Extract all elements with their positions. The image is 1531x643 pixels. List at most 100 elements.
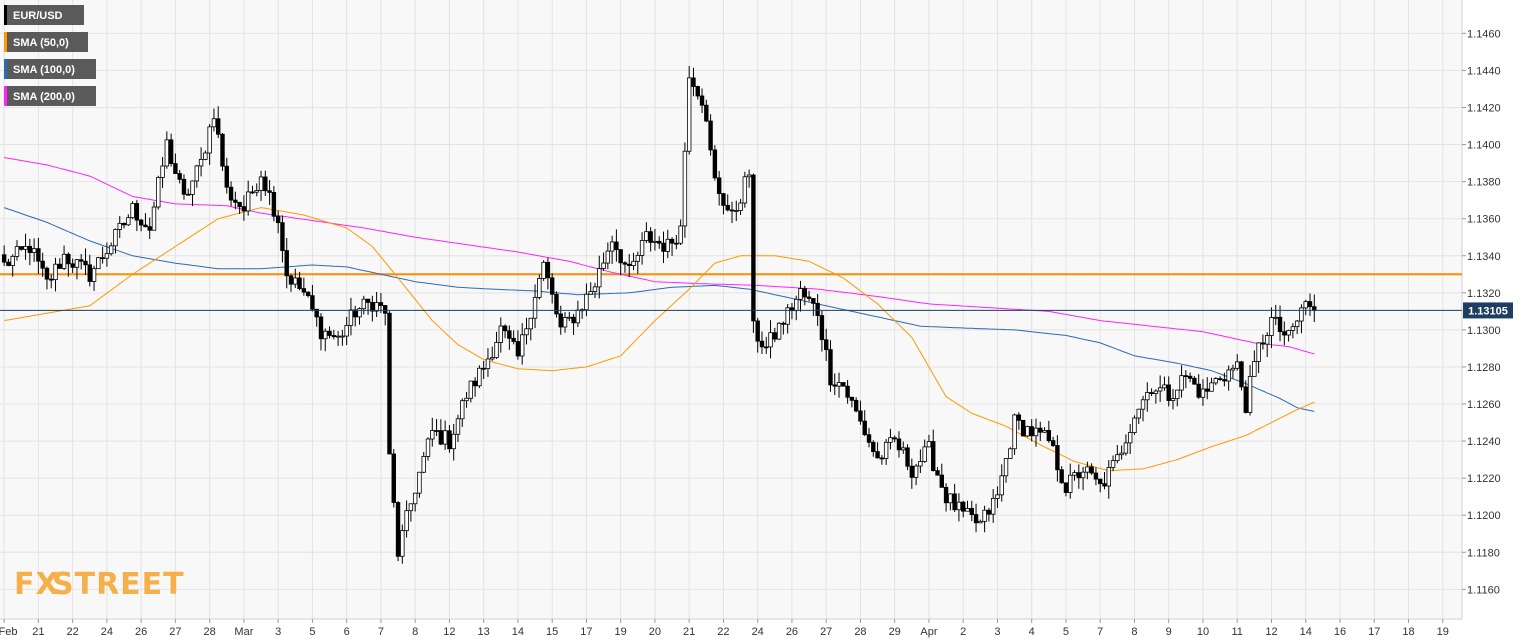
y-tick-label: 1.1420 bbox=[1467, 102, 1501, 114]
candle bbox=[755, 317, 760, 353]
candle-body-down bbox=[823, 339, 829, 351]
candle-body-up bbox=[340, 335, 345, 338]
candle-body-up bbox=[1170, 398, 1176, 401]
candle-body-up bbox=[990, 497, 996, 515]
candle bbox=[1247, 364, 1253, 416]
y-tick-label: 1.1340 bbox=[1467, 251, 1501, 263]
last-price-label: 1.13105 bbox=[1468, 305, 1508, 317]
candle-body-down bbox=[121, 223, 127, 226]
x-tick-label: 21 bbox=[32, 626, 44, 638]
candle bbox=[408, 503, 414, 522]
candle-body-down bbox=[177, 173, 182, 180]
candle-body-down bbox=[1059, 469, 1064, 484]
candle bbox=[53, 257, 58, 292]
candle-body-up bbox=[541, 261, 546, 279]
y-tick-label: 1.1160 bbox=[1467, 584, 1500, 596]
candle bbox=[734, 200, 739, 221]
candle-body-down bbox=[939, 474, 944, 488]
candle-body-up bbox=[357, 308, 362, 318]
candle bbox=[1226, 365, 1231, 391]
candle-body-down bbox=[6, 261, 11, 266]
candle-body-up bbox=[794, 298, 799, 312]
candle bbox=[305, 291, 311, 298]
candle bbox=[335, 331, 341, 346]
candle-body-down bbox=[905, 447, 910, 467]
candle-body-up bbox=[477, 367, 482, 387]
candle-body-down bbox=[1016, 414, 1022, 421]
candle bbox=[297, 271, 302, 291]
candle-body-down bbox=[1243, 386, 1248, 413]
candle bbox=[391, 449, 396, 508]
candle bbox=[1055, 435, 1060, 482]
candle bbox=[961, 500, 966, 518]
candle bbox=[883, 438, 889, 465]
candle bbox=[288, 274, 294, 292]
candle bbox=[1290, 323, 1296, 339]
candle-body-up bbox=[597, 268, 602, 288]
candle bbox=[1192, 376, 1197, 385]
candle bbox=[1093, 467, 1099, 486]
candle bbox=[973, 503, 979, 533]
candle bbox=[1286, 329, 1291, 342]
candle bbox=[121, 222, 127, 229]
candle-body-down bbox=[1046, 430, 1052, 442]
candle-body-up bbox=[156, 177, 161, 208]
candle-body-up bbox=[1299, 307, 1304, 322]
candle-body-up bbox=[468, 380, 474, 399]
candle bbox=[618, 249, 623, 276]
candle bbox=[661, 231, 666, 264]
candle bbox=[224, 157, 229, 194]
candle bbox=[896, 431, 902, 458]
candle bbox=[1123, 434, 1129, 456]
candle-body-up bbox=[995, 494, 1000, 499]
candle bbox=[314, 308, 319, 327]
candle-body-up bbox=[14, 246, 20, 257]
y-tick-label: 1.1360 bbox=[1467, 214, 1501, 226]
x-tick-label: 27 bbox=[169, 626, 181, 638]
candle bbox=[956, 493, 962, 522]
candle bbox=[61, 245, 67, 270]
candle-body-up bbox=[1025, 426, 1030, 437]
candle bbox=[36, 237, 41, 274]
candle bbox=[986, 507, 992, 522]
candle bbox=[498, 317, 503, 353]
legend-label: SMA (100,0) bbox=[13, 64, 75, 76]
candle bbox=[892, 435, 897, 443]
candle-body-up bbox=[776, 322, 782, 340]
candle bbox=[331, 329, 337, 340]
candle-body-down bbox=[241, 206, 247, 212]
x-tick-label: 20 bbox=[649, 626, 661, 638]
candle bbox=[490, 346, 495, 361]
x-tick-label: 14 bbox=[512, 626, 524, 638]
candle-body-up bbox=[1273, 316, 1278, 319]
candle bbox=[263, 170, 268, 196]
candle bbox=[382, 304, 388, 326]
candle bbox=[104, 242, 110, 267]
candle bbox=[237, 201, 242, 214]
candle bbox=[785, 303, 790, 334]
x-tick-label: 7 bbox=[1097, 626, 1103, 638]
candle-body-up bbox=[104, 253, 110, 259]
candle-body-up bbox=[1286, 330, 1291, 336]
candle-body-up bbox=[631, 260, 636, 266]
x-axis: Feb 21 22 24 26 27 28 Mar 3 5 6 7 8 12 13 14 15 17 19 20 21 2… bbox=[0, 618, 1462, 638]
x-tick-label: 24 bbox=[101, 626, 113, 638]
candle bbox=[948, 493, 953, 511]
candle-body-down bbox=[819, 315, 825, 341]
candle-body-up bbox=[562, 317, 568, 328]
candle bbox=[1012, 413, 1017, 455]
candle bbox=[866, 427, 872, 448]
candle bbox=[939, 463, 944, 488]
candle-body-up bbox=[592, 286, 598, 292]
candle-body-down bbox=[331, 335, 337, 338]
candle-body-down bbox=[725, 204, 730, 211]
candle-body-down bbox=[301, 288, 307, 293]
candle-body-up bbox=[883, 441, 889, 459]
candle-body-down bbox=[811, 298, 816, 304]
candle-body-down bbox=[143, 224, 148, 228]
candle-body-up bbox=[108, 245, 114, 255]
candle-body-down bbox=[1183, 375, 1189, 378]
candle bbox=[823, 328, 829, 361]
candle-body-down bbox=[1089, 466, 1094, 474]
candle-body-up bbox=[601, 262, 606, 269]
